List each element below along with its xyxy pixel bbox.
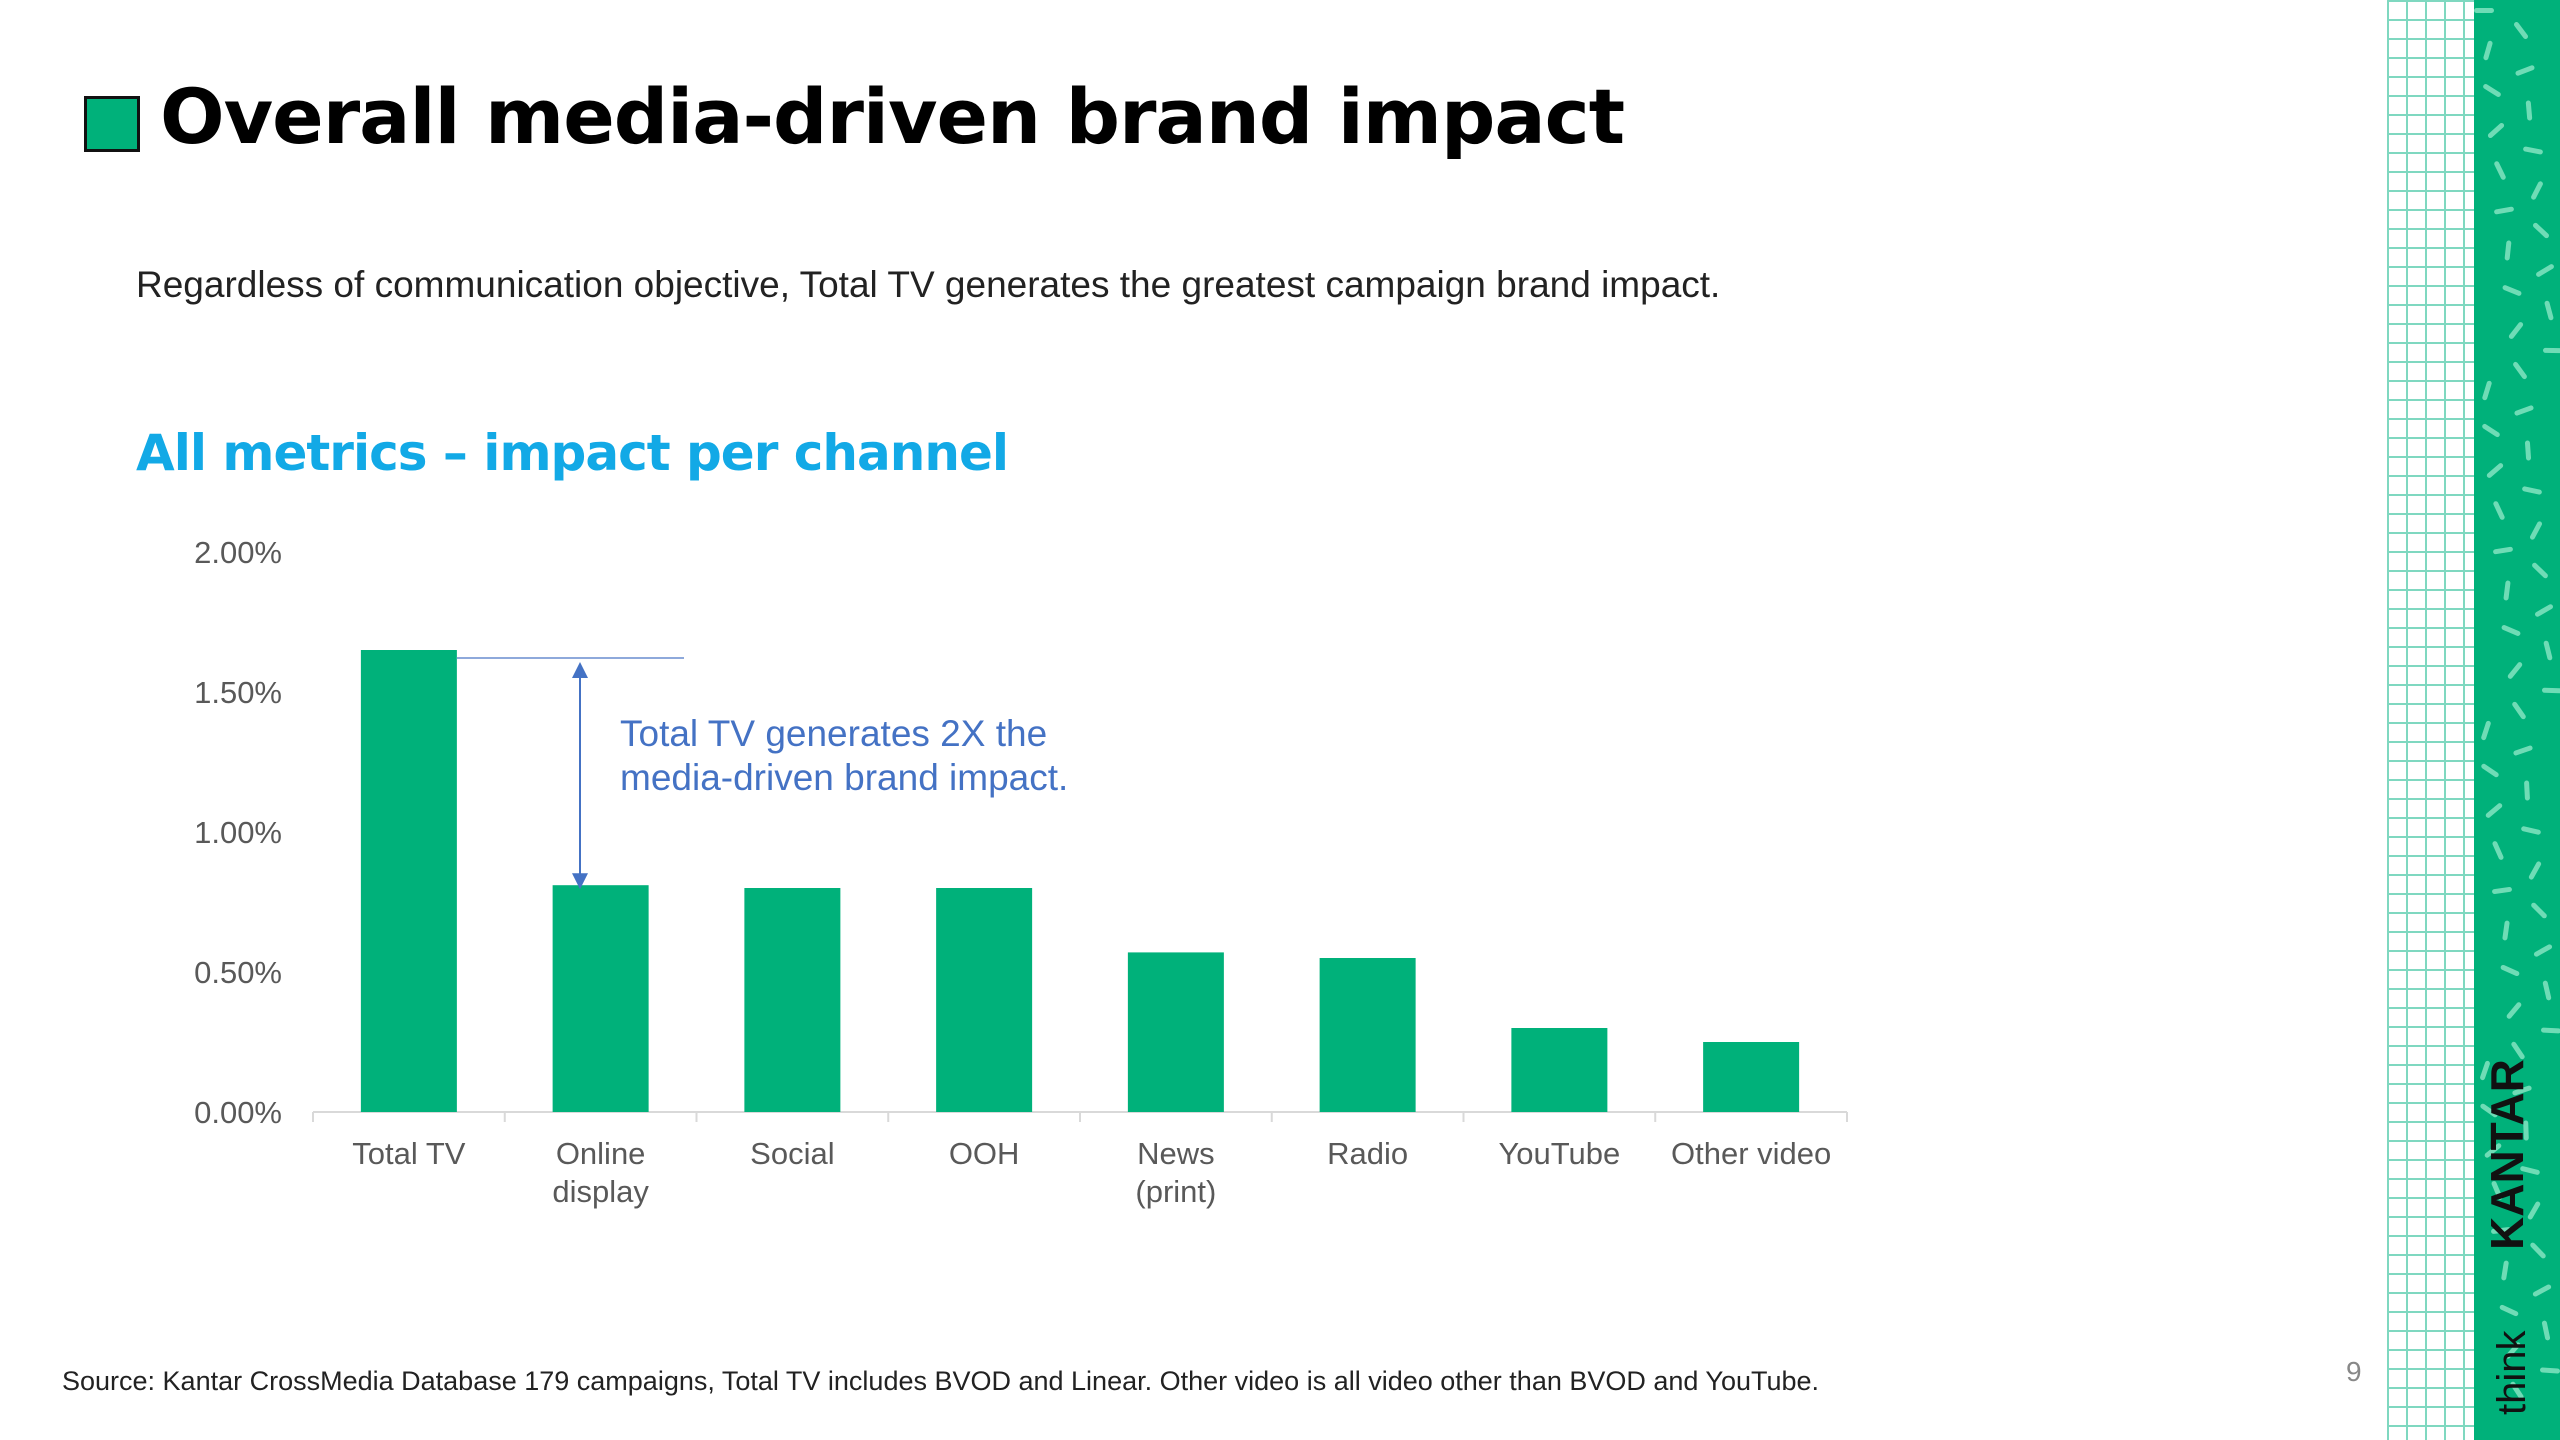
dash-decoration — [2535, 263, 2555, 278]
dash-decoration — [2523, 780, 2531, 801]
dash-decoration — [2512, 360, 2528, 381]
dash-decoration — [2484, 802, 2504, 819]
title-square-icon — [84, 96, 140, 152]
x-category-label: Other video — [1671, 1136, 1831, 1171]
y-tick-label: 1.00% — [194, 815, 282, 850]
bar-youtube — [1511, 1028, 1608, 1112]
dash-decoration — [2540, 1027, 2560, 1034]
bar-news-print- — [1127, 952, 1224, 1112]
bar-social — [744, 888, 841, 1112]
dash-decoration — [2511, 700, 2527, 721]
dash-decoration — [2492, 500, 2506, 521]
dash-decoration — [2539, 1367, 2560, 1374]
dash-decoration — [2541, 1320, 2551, 1341]
bar-other-video — [1703, 1042, 1800, 1112]
y-tick-label: 2.00% — [194, 535, 282, 570]
dash-decoration — [2505, 1001, 2523, 1020]
annotation-text: media-driven brand impact. — [620, 757, 1068, 798]
thinktv-logo: think — [2490, 1330, 2534, 1416]
dash-decoration — [2492, 546, 2514, 555]
dash-decoration — [2507, 321, 2525, 340]
dash-decoration — [2481, 380, 2493, 401]
bar-online-display — [552, 885, 649, 1112]
arrow-down-icon — [572, 873, 588, 890]
dash-decoration — [2541, 687, 2560, 694]
grid-decoration — [2387, 0, 2474, 1440]
x-category-label: Total TV — [352, 1136, 465, 1171]
dash-decoration — [2486, 121, 2506, 140]
dash-decoration — [2520, 825, 2542, 836]
dash-decoration — [2510, 1040, 2526, 1061]
dash-decoration — [2491, 840, 2505, 861]
y-tick-label: 1.50% — [194, 675, 282, 710]
arrow-up-icon — [572, 662, 588, 678]
dash-decoration — [2531, 1283, 2553, 1298]
source-note: Source: Kantar CrossMedia Database 179 c… — [62, 1366, 1820, 1396]
x-category-label: display — [552, 1174, 649, 1209]
dash-decoration — [2480, 762, 2500, 779]
dash-decoration — [2522, 146, 2544, 155]
annotation-text: Total TV generates 2X the — [620, 713, 1047, 754]
x-category-label: Radio — [1327, 1136, 1408, 1171]
kantar-logo: KANTAR — [2481, 1059, 2533, 1250]
dash-decoration — [2512, 21, 2530, 40]
chart-title: All metrics – impact per channel — [136, 424, 1009, 482]
dash-decoration — [2503, 580, 2511, 601]
bar-radio — [1319, 958, 1416, 1112]
dash-decoration — [2514, 64, 2536, 77]
dash-decoration — [2527, 860, 2543, 881]
y-tick-label: 0.50% — [194, 955, 282, 990]
dash-decoration — [2531, 561, 2549, 580]
page-title: Overall media-driven brand impact — [160, 72, 1625, 161]
dash-decoration — [2506, 661, 2524, 680]
green-band-decoration — [2474, 0, 2560, 1440]
dash-decoration — [2500, 624, 2522, 637]
dash-decoration — [2500, 1260, 2510, 1281]
dash-decoration — [2512, 744, 2534, 757]
dash-decoration — [2542, 347, 2560, 354]
bar-ooh — [936, 888, 1033, 1112]
dash-decoration — [2501, 284, 2523, 297]
dash-decoration — [2530, 180, 2544, 201]
dash-decoration — [2502, 920, 2510, 941]
dash-decoration — [2480, 720, 2492, 741]
dash-decoration — [2524, 440, 2532, 461]
dash-decoration — [2493, 160, 2507, 181]
dash-decoration — [2481, 422, 2501, 439]
dash-decoration — [2533, 943, 2553, 958]
bar-chart: 0.00% 0.50% 1.00% 1.50% 2.00% Total TV Onlined… — [194, 535, 1848, 1209]
bar-total-tv — [360, 650, 457, 1112]
dash-decoration — [2542, 980, 2552, 1001]
page-subtitle: Regardless of communication objective, T… — [136, 264, 1721, 305]
dash-decoration — [2531, 221, 2551, 240]
dash-decoration — [2485, 462, 2505, 479]
dash-decoration — [2474, 8, 2494, 13]
dash-decoration — [2534, 603, 2554, 618]
dash-decoration — [2482, 83, 2502, 98]
dash-decoration — [2499, 964, 2521, 977]
dash-decoration — [2525, 100, 2533, 121]
x-category-label: (print) — [1135, 1174, 1216, 1209]
dash-decoration — [2482, 40, 2494, 61]
x-category-label: OOH — [949, 1136, 1020, 1171]
x-category-label: News — [1137, 1136, 1215, 1171]
x-category-label: YouTube — [1498, 1136, 1620, 1171]
page-number: 9 — [2346, 1356, 2362, 1387]
dash-decoration — [2521, 485, 2543, 496]
y-tick-label: 0.00% — [194, 1095, 282, 1130]
x-category-label: Social — [750, 1136, 834, 1171]
dash-decoration — [2543, 640, 2553, 661]
dash-decoration — [2513, 404, 2535, 417]
x-category-label: Online — [556, 1136, 646, 1171]
dash-decoration — [2498, 1304, 2520, 1317]
dash-decoration — [2504, 240, 2512, 261]
dash-decoration — [2491, 886, 2513, 895]
dash-decoration — [2543, 300, 2555, 321]
dash-decoration — [2530, 901, 2548, 920]
dash-decoration — [2529, 520, 2543, 541]
dash-decoration — [2493, 206, 2515, 215]
